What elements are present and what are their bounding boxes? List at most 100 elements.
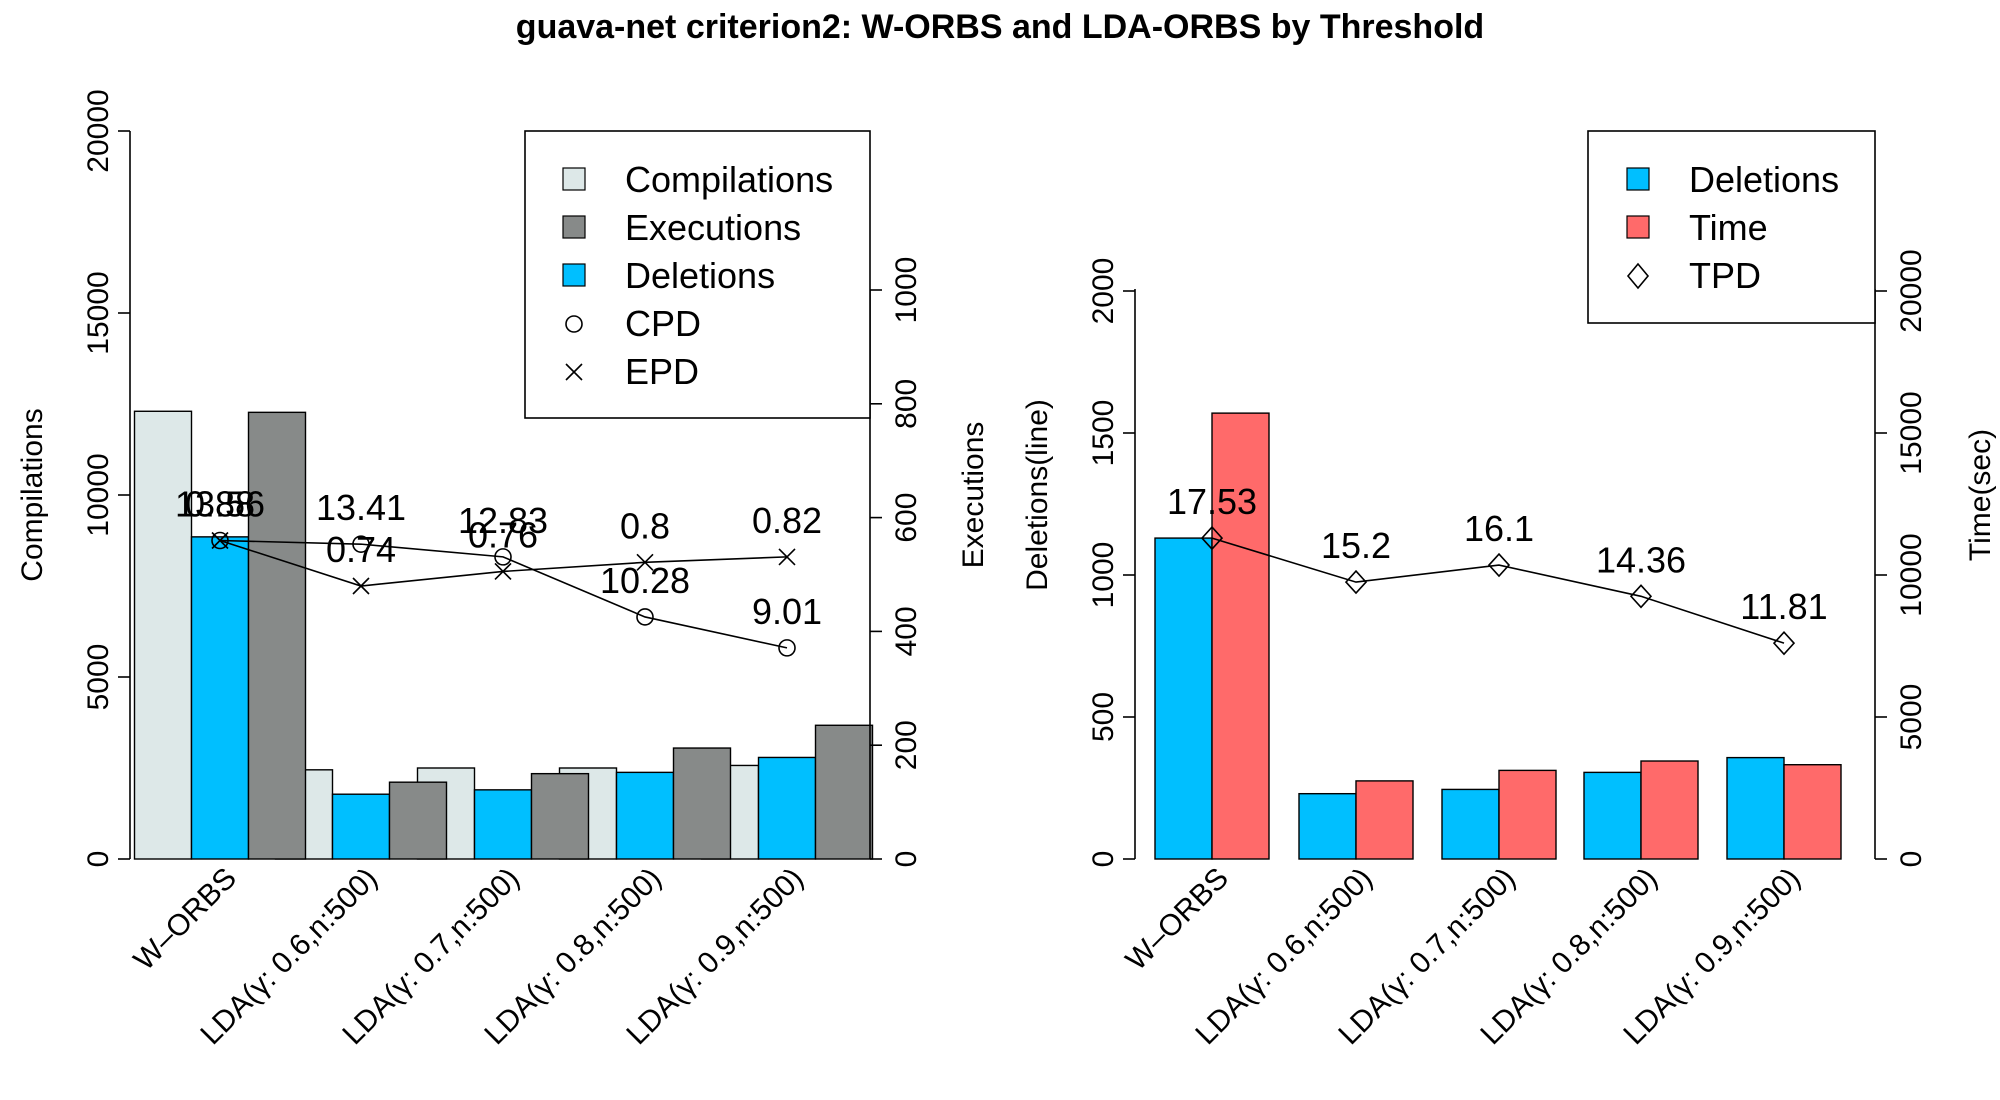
marker-tpd-2	[1487, 552, 1511, 578]
bar-deletions-2	[1441, 788, 1500, 860]
bar-executions-0	[247, 411, 307, 860]
legend-label-time: Time	[1689, 207, 1768, 248]
marker-cpd-2	[494, 548, 512, 566]
bar-deletions-1	[331, 793, 391, 860]
left-tick-label-3: 1500	[1087, 400, 1120, 467]
right-tick-label-0: 0	[890, 851, 923, 868]
left-chart-panel: 13.56 13.41 12.83 10.28 9.01 0.88 0.74 0.76 0.8 0…	[16, 89, 990, 1051]
legend-label-cpd: CPD	[625, 303, 701, 344]
data-label-tpd-4: 11.81	[1740, 586, 1827, 627]
bar-time-4	[1783, 764, 1842, 860]
marker-epd-0	[211, 531, 229, 550]
left-tick-label-2: 1000	[1087, 542, 1120, 609]
right-tick-label-0: 0	[1895, 851, 1928, 868]
bar-time-2	[1498, 769, 1557, 860]
marker-cpd-4	[778, 639, 796, 657]
bar-executions-4	[814, 724, 874, 860]
right-tick-label-5: 1000	[890, 257, 923, 324]
bar-executions-2	[530, 772, 590, 860]
right-tick-label-4: 20000	[1895, 249, 1928, 332]
legend-label-tpd: TPD	[1689, 255, 1761, 296]
x-category-label-0: W–ORBS	[128, 862, 243, 977]
bar-compilations-0	[133, 410, 193, 860]
left-tick-label-4: 20000	[82, 89, 115, 172]
marker-tpd-0	[1200, 525, 1224, 551]
chart-title: guava-net criterion2: W-ORBS and LDA-ORB…	[516, 8, 1484, 46]
left-y2-axis-label: Executions	[957, 422, 990, 569]
left-y-axis-label: Compilations	[16, 408, 49, 581]
right-tick-label-2: 400	[890, 606, 923, 656]
left-tick-label-1: 5000	[82, 644, 115, 711]
bar-deletions-3	[1583, 771, 1642, 860]
right-y2-axis-label: Time(sec)	[1964, 429, 1997, 561]
right-y-axis-label: Deletions(line)	[1021, 399, 1054, 591]
data-label-tpd-2: 16.1	[1464, 508, 1534, 549]
legend-label-executions: Executions	[625, 207, 801, 248]
right-tick-label-2: 10000	[1895, 533, 1928, 616]
marker-epd-2	[494, 562, 512, 581]
right-tick-label-1: 200	[890, 720, 923, 770]
x-category-label-0: W–ORBS	[1120, 862, 1235, 977]
legend-label-deletions: Deletions	[1689, 159, 1839, 200]
bar-executions-1	[388, 781, 448, 860]
bar-deletions-4	[1726, 756, 1785, 860]
data-label-cpd-3: 10.28	[600, 560, 690, 601]
right-tick-label-4: 800	[890, 379, 923, 429]
marker-tpd-4	[1772, 630, 1796, 656]
bar-executions-3	[672, 747, 732, 860]
bar-deletions-0	[190, 536, 250, 860]
data-label-epd-3: 0.8	[620, 505, 670, 546]
legend-swatch-time	[1626, 215, 1650, 239]
legend-marker-tpd	[1626, 262, 1650, 290]
marker-epd-4	[778, 548, 796, 566]
left-legend: Compilations Executions Deletions CPD EP…	[524, 130, 871, 419]
bar-time-1	[1355, 780, 1414, 860]
left-tick-label-0: 0	[1087, 851, 1120, 868]
right-tick-label-3: 600	[890, 493, 923, 543]
marker-cpd-0	[211, 531, 229, 550]
bar-time-3	[1640, 760, 1699, 860]
bar-deletions-1	[1298, 792, 1357, 860]
bar-time-0	[1211, 412, 1270, 860]
left-tick-label-1: 500	[1087, 692, 1120, 742]
legend-label-compilations: Compilations	[625, 159, 833, 200]
data-label-cpd-2: 12.83	[458, 500, 548, 541]
left-tick-label-3: 15000	[82, 271, 115, 354]
left-tick-label-4: 2000	[1087, 258, 1120, 325]
legend-label-epd: EPD	[625, 351, 699, 392]
legend-label-deletions: Deletions	[625, 255, 775, 296]
bar-deletions-2	[473, 789, 533, 860]
legend-marker-cpd	[565, 315, 583, 333]
legend-marker-epd	[565, 363, 583, 381]
bar-deletions-3	[615, 771, 675, 860]
right-chart-panel: 17.53 15.2 16.1 14.36 11.81 0 500 1000 1500 2000…	[1021, 130, 1997, 1051]
marker-tpd-3	[1629, 584, 1653, 609]
marker-epd-1	[352, 577, 370, 595]
legend-swatch-executions	[562, 215, 586, 239]
bar-deletions-0	[1154, 537, 1213, 860]
marker-epd-3	[636, 553, 654, 571]
legend-swatch-compilations	[562, 167, 586, 191]
marker-tpd-1	[1344, 569, 1368, 595]
right-legend: Deletions Time TPD	[1587, 130, 1876, 324]
data-label-tpd-3: 14.36	[1596, 539, 1686, 580]
data-label-epd-4: 0.82	[752, 500, 822, 541]
data-label-epd-1: 0.74	[326, 529, 396, 570]
bar-deletions-4	[757, 756, 817, 860]
marker-cpd-3	[636, 608, 654, 626]
left-tick-label-0: 0	[82, 851, 115, 868]
left-tick-label-2: 10000	[82, 453, 115, 536]
data-label-tpd-1: 15.2	[1321, 525, 1391, 566]
line-tpd	[1211, 537, 1785, 644]
right-tick-label-1: 5000	[1895, 684, 1928, 751]
data-label-epd-2: 0.76	[468, 514, 538, 555]
marker-cpd-1	[352, 535, 370, 553]
data-label-cpd-0: 13.56	[175, 484, 265, 525]
data-label-epd-0: 0.88	[185, 484, 255, 525]
line-cpd	[219, 539, 788, 649]
legend-swatch-deletions	[1626, 167, 1650, 191]
data-label-cpd-1: 13.41	[316, 487, 406, 528]
data-label-tpd-0: 17.53	[1167, 481, 1257, 522]
legend-swatch-deletions	[562, 263, 586, 287]
data-label-cpd-4: 9.01	[752, 591, 822, 632]
